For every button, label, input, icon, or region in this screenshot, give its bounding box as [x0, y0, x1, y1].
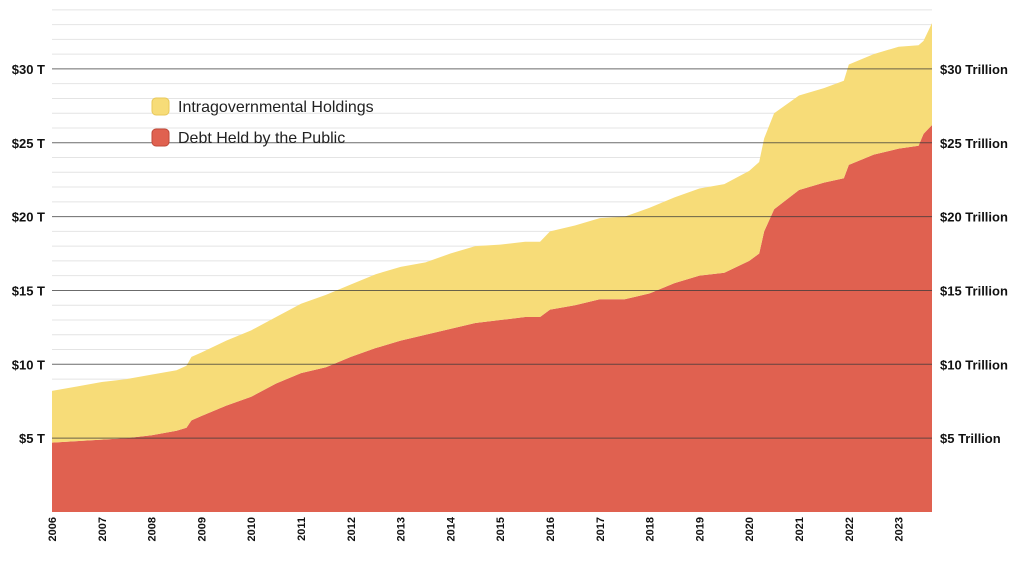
x-tick-label: 2007: [97, 517, 109, 541]
y-tick-label-left: $30 T: [12, 62, 45, 77]
y-axis-left: $5 T $10 T $15 T $20 T $25 T $30 T: [12, 62, 45, 446]
major-gridlines: [52, 68, 932, 439]
y-tick-label-left: $20 T: [12, 210, 45, 225]
x-tick-label: 2020: [744, 517, 756, 541]
x-tick-label: 2013: [396, 517, 408, 541]
legend-label: Intragovernmental Holdings: [178, 99, 374, 116]
y-tick-label-right: $15 Trillion: [940, 283, 1008, 298]
x-tick-label: 2019: [694, 517, 706, 541]
y-tick-label-left: $25 T: [12, 136, 45, 151]
x-tick-label: 2009: [196, 517, 208, 541]
series-area-debt-held-by-public: [52, 125, 932, 512]
x-tick-label: 2016: [545, 517, 557, 541]
y-tick-label-right: $5 Trillion: [940, 431, 1001, 446]
x-tick-label: 2008: [147, 517, 159, 541]
x-tick-label: 2011: [296, 517, 308, 541]
y-axis-right: $5 Trillion $10 Trillion $15 Trillion $20 T…: [940, 62, 1008, 446]
x-tick-label: 2006: [47, 517, 59, 541]
x-tick-label: 2023: [894, 517, 906, 541]
x-axis: 2006 2007 2008 2009 2010 2011 2012 2013 2014 2015…: [47, 516, 906, 541]
legend-swatch: [151, 97, 170, 116]
y-tick-label-right: $10 Trillion: [940, 357, 1008, 372]
y-tick-label-right: $30 Trillion: [940, 62, 1008, 77]
y-tick-label-left: $5 T: [19, 431, 45, 446]
y-tick-label-right: $25 Trillion: [940, 136, 1008, 151]
x-tick-label: 2014: [445, 516, 457, 541]
y-tick-label-left: $10 T: [12, 357, 45, 372]
x-tick-label: 2010: [246, 517, 258, 541]
legend: Intragovernmental Holdings Debt Held by t…: [151, 97, 374, 147]
x-tick-label: 2021: [794, 517, 806, 541]
series-area-intragovernmental-holdings: [52, 23, 932, 443]
legend-label: Debt Held by the Public: [178, 130, 345, 147]
y-tick-label-left: $15 T: [12, 283, 45, 298]
x-tick-label: 2012: [346, 517, 358, 541]
x-tick-label: 2018: [645, 517, 657, 541]
legend-swatch: [151, 128, 170, 147]
y-tick-label-right: $20 Trillion: [940, 210, 1008, 225]
x-tick-label: 2022: [844, 517, 856, 541]
series-areas: [52, 23, 932, 512]
x-tick-label: 2017: [595, 517, 607, 541]
x-tick-label: 2015: [495, 517, 507, 541]
